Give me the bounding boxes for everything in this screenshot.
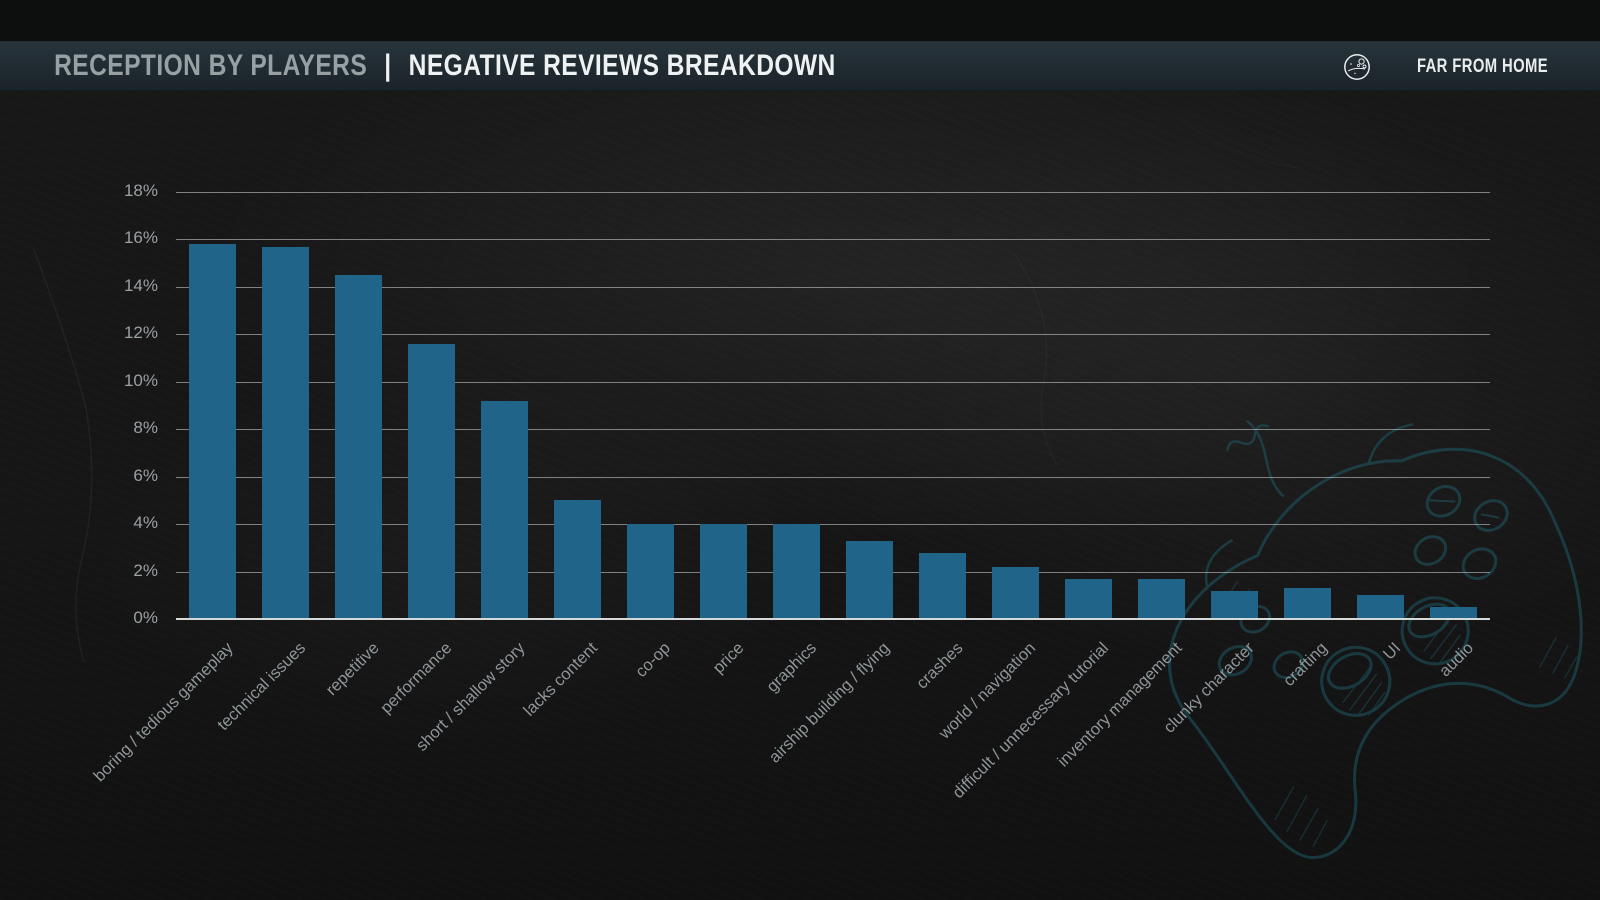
bar-world-navigation bbox=[992, 566, 1039, 619]
bar-inventory-management bbox=[1138, 578, 1185, 619]
bar-crashes bbox=[919, 552, 966, 619]
bar-performance bbox=[408, 343, 455, 619]
x-axis-label: performance bbox=[376, 639, 456, 718]
x-axis-label: boring / tedious gameplay bbox=[89, 639, 237, 786]
bar-lacks-content bbox=[554, 500, 601, 619]
x-axis-label: difficult / unnecessary tutorial bbox=[949, 639, 1113, 802]
y-tick-label: 12% bbox=[123, 323, 158, 343]
bar-short-shallow-story bbox=[481, 400, 528, 619]
gridline bbox=[176, 286, 1490, 288]
bar-airship-building-flying bbox=[846, 540, 893, 619]
x-axis-label: UI bbox=[1379, 639, 1405, 664]
title-subject: NEGATIVE REVIEWS BREAKDOWN bbox=[408, 49, 836, 82]
moon-icon bbox=[1344, 54, 1370, 80]
header-bar: RECEPTION BY PLAYERS | NEGATIVE REVIEWS … bbox=[0, 41, 1600, 91]
brand-logo: FAR FROM HOME bbox=[1342, 42, 1548, 92]
y-tick-label: 18% bbox=[123, 181, 158, 200]
gridline bbox=[176, 476, 1490, 478]
y-tick-label: 14% bbox=[123, 275, 158, 295]
bar-ui bbox=[1357, 595, 1404, 619]
x-axis-label: crashes bbox=[912, 639, 967, 693]
x-axis-line bbox=[176, 618, 1490, 620]
gridline bbox=[176, 429, 1490, 431]
y-tick-label: 10% bbox=[123, 370, 158, 390]
x-axis-label: lacks content bbox=[520, 639, 602, 720]
bar-crafting bbox=[1284, 588, 1331, 619]
bar-difficult-unnecessary-tutorial bbox=[1065, 578, 1112, 619]
title-section: RECEPTION BY PLAYERS bbox=[54, 49, 368, 82]
gridline bbox=[176, 239, 1490, 241]
y-tick-label: 8% bbox=[133, 418, 158, 438]
bar-clunky-character bbox=[1211, 590, 1258, 619]
x-axis-label: crafting bbox=[1280, 639, 1332, 690]
x-axis-label: price bbox=[709, 639, 748, 678]
x-axis-label: audio bbox=[1435, 639, 1478, 681]
gridline bbox=[176, 192, 1490, 193]
gridline bbox=[176, 524, 1490, 526]
bar-graphics bbox=[773, 524, 820, 619]
x-axis-label: co-op bbox=[632, 639, 675, 681]
page-title: RECEPTION BY PLAYERS | NEGATIVE REVIEWS … bbox=[0, 49, 836, 83]
gridline bbox=[176, 571, 1490, 573]
x-axis-label: airship building / flying bbox=[765, 639, 894, 767]
x-axis-label: graphics bbox=[763, 639, 821, 696]
gridline bbox=[176, 334, 1490, 336]
bar-repetitive bbox=[335, 275, 382, 619]
bar-price bbox=[700, 524, 747, 619]
y-tick-label: 2% bbox=[133, 560, 158, 580]
x-axis-label: repetitive bbox=[322, 639, 383, 700]
y-tick-label: 6% bbox=[133, 465, 158, 485]
y-tick-label: 0% bbox=[133, 608, 158, 627]
top-strip bbox=[0, 0, 1600, 41]
bar-technical-issues bbox=[262, 246, 309, 619]
bar-co-op bbox=[627, 524, 674, 619]
y-tick-label: 16% bbox=[123, 228, 158, 248]
title-separator: | bbox=[384, 49, 392, 82]
y-tick-label: 4% bbox=[133, 513, 158, 533]
brand-name: FAR FROM HOME bbox=[1416, 56, 1548, 77]
bar-boring-tedious-gameplay bbox=[189, 244, 236, 619]
gridline bbox=[176, 381, 1490, 383]
x-axis-label: inventory management bbox=[1053, 639, 1186, 771]
plot-area: 18% 16% 14% 12% 10% 8% 6% 4% 2% 0% boring / tediou… bbox=[90, 181, 1490, 802]
